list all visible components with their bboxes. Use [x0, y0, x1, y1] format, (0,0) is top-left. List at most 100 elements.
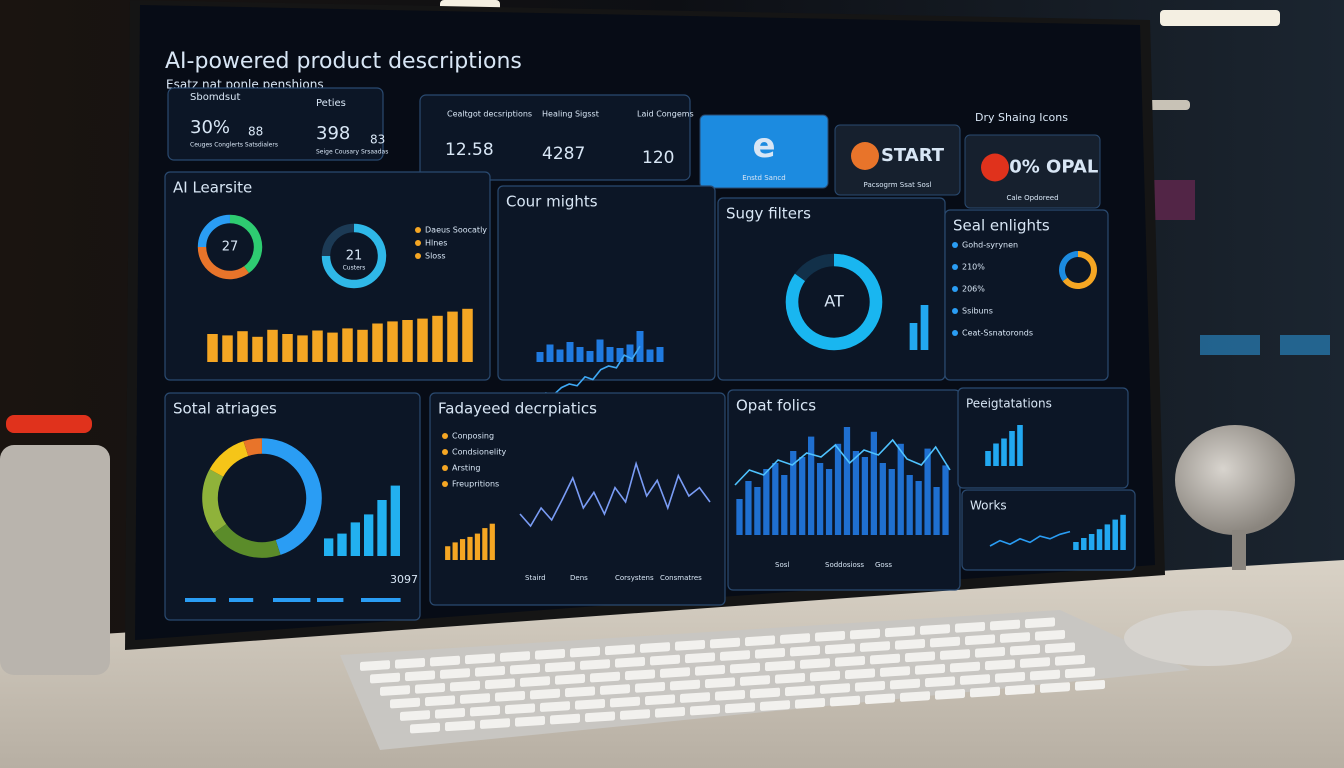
panel-title: Cour mights — [506, 193, 598, 211]
key — [690, 704, 720, 716]
tile-label: START — [881, 145, 945, 166]
bar — [924, 448, 931, 535]
key — [615, 656, 645, 668]
key — [1005, 684, 1035, 696]
donut-segment — [243, 438, 263, 457]
tile-icon — [851, 142, 879, 170]
panel-title: AI Learsite — [173, 179, 252, 197]
key — [920, 624, 950, 635]
bar — [920, 305, 929, 350]
key — [885, 626, 915, 638]
tile — [964, 134, 1101, 209]
bar — [452, 542, 458, 560]
key — [695, 664, 725, 676]
legend-text: Daeus Soocatly — [425, 226, 487, 235]
key — [610, 696, 640, 708]
legend-dot — [442, 465, 448, 471]
legend-text: Gohd-syrynen — [962, 241, 1018, 250]
bar — [566, 342, 574, 362]
legend-dot — [415, 227, 421, 233]
progress-bar — [185, 598, 216, 602]
key — [635, 681, 665, 693]
key — [1045, 642, 1075, 654]
key — [405, 670, 435, 682]
key — [530, 688, 560, 700]
bar — [745, 481, 752, 535]
key — [445, 720, 475, 732]
legend-text: 210% — [962, 263, 985, 272]
bar — [870, 431, 877, 535]
footer-label: Dens — [570, 574, 588, 582]
key — [450, 680, 480, 692]
legend-text: Ceat-Ssnatoronds — [962, 329, 1033, 338]
key — [1075, 679, 1105, 691]
bar — [350, 522, 360, 556]
key — [520, 676, 550, 687]
panel-title: Seal enlights — [953, 217, 1050, 235]
bar — [1081, 538, 1087, 550]
key — [485, 678, 515, 690]
bar — [459, 539, 466, 560]
bar — [312, 330, 323, 362]
tile-icon — [981, 153, 1009, 182]
legend-dot — [442, 449, 448, 455]
key — [675, 639, 705, 651]
key — [460, 693, 490, 704]
key — [730, 662, 760, 674]
dashboard: AI-powered product descriptions Esatz na… — [164, 49, 1136, 621]
key — [585, 711, 615, 723]
bar — [482, 528, 488, 560]
bar — [282, 334, 293, 362]
shelf-light — [1200, 335, 1260, 355]
key — [1030, 669, 1060, 681]
key — [475, 665, 505, 677]
footer-label: Soddosioss — [825, 561, 864, 569]
panel — [497, 185, 716, 381]
tile-label: 90% OPAL — [997, 157, 1099, 178]
bar — [364, 514, 374, 556]
bar — [267, 329, 278, 362]
legend-dot — [952, 264, 958, 270]
bar — [808, 436, 815, 535]
bar — [462, 308, 473, 362]
key — [950, 661, 980, 673]
bar — [1001, 438, 1007, 466]
donut-segment — [321, 223, 355, 257]
kpi-value: 398 — [316, 123, 350, 144]
bar — [626, 344, 634, 362]
bar — [417, 318, 428, 362]
donut-segment — [1059, 251, 1079, 282]
key — [425, 695, 455, 707]
key — [440, 668, 470, 679]
kpi-label: Sbomdsut — [190, 92, 240, 103]
key — [860, 641, 890, 652]
bar — [606, 347, 614, 362]
key — [760, 700, 790, 711]
kpi-value: 88 — [248, 125, 263, 139]
key — [995, 671, 1025, 683]
key — [815, 630, 845, 642]
bar — [915, 481, 922, 535]
bar — [1096, 529, 1103, 550]
legend-dot — [952, 330, 958, 336]
tile-caption: Pacsogrm Ssat Sosl — [864, 181, 932, 189]
donut-segment — [197, 214, 231, 248]
kpi-note: Seige Cousary Srsaadas — [316, 149, 388, 156]
key — [750, 687, 780, 699]
key — [925, 676, 955, 688]
shelf-light — [1280, 335, 1330, 355]
legend-dot — [952, 242, 958, 248]
legend-dot — [442, 433, 448, 439]
bar — [337, 533, 347, 556]
key — [555, 673, 585, 685]
donut-caption: Custers — [343, 265, 366, 272]
key — [975, 646, 1005, 658]
donut-segment — [261, 438, 322, 555]
key — [710, 637, 740, 649]
key — [905, 651, 935, 663]
key — [360, 660, 390, 671]
bar — [489, 523, 495, 560]
legend-dot — [415, 240, 421, 246]
key — [370, 672, 400, 684]
donut-segment — [1062, 251, 1097, 289]
